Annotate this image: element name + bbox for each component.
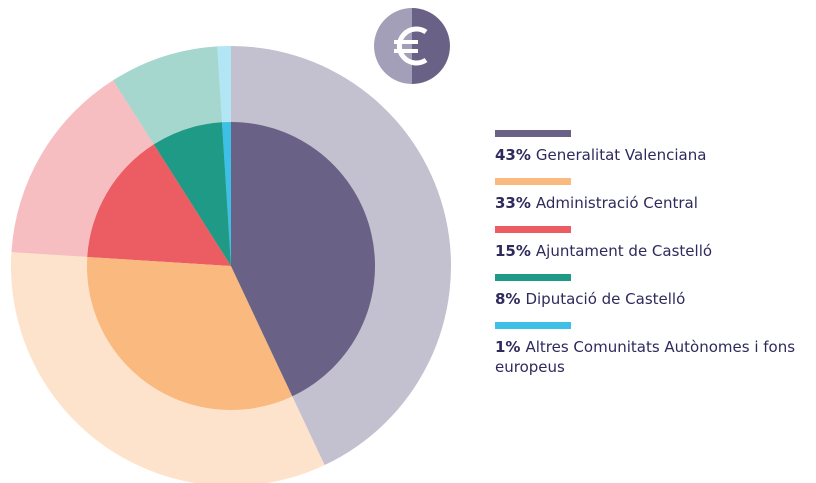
euro-icon — [374, 8, 450, 84]
slice — [87, 144, 231, 266]
legend-percent: 15% — [495, 242, 531, 260]
legend-label: 1% Altres Comunitats Autònomes i fons eur… — [495, 337, 815, 377]
legend-percent: 1% — [495, 338, 521, 356]
legend-item: 43% Generalitat Valenciana — [495, 130, 815, 165]
legend-swatch — [495, 130, 571, 137]
legend-swatch — [495, 322, 571, 329]
legend-name: Altres Comunitats Autònomes i fons europ… — [495, 338, 796, 376]
icon-right — [412, 8, 450, 84]
legend-label: 8% Diputació de Castelló — [495, 289, 815, 309]
slice — [86, 256, 293, 411]
chart — [11, 8, 451, 483]
legend-name: Diputació de Castelló — [525, 290, 686, 308]
legend-name: Generalitat Valenciana — [535, 146, 707, 164]
legend-percent: 43% — [495, 146, 531, 164]
legend-item: 33% Administració Central — [495, 178, 815, 213]
legend-item: 8% Diputació de Castelló — [495, 274, 815, 309]
slice — [153, 122, 231, 266]
legend: 43% Generalitat Valenciana 33% Administraci… — [495, 130, 815, 390]
slice — [221, 122, 231, 266]
legend-percent: 33% — [495, 194, 531, 212]
icon-left — [374, 8, 412, 84]
legend-name: Administració Central — [535, 194, 698, 212]
legend-label: 43% Generalitat Valenciana — [495, 145, 815, 165]
slice — [231, 122, 376, 397]
legend-item: 15% Ajuntament de Castelló — [495, 226, 815, 261]
legend-label: 33% Administració Central — [495, 193, 815, 213]
legend-item: 1% Altres Comunitats Autònomes i fons eur… — [495, 322, 815, 377]
legend-label: 15% Ajuntament de Castelló — [495, 241, 815, 261]
legend-swatch — [495, 178, 571, 185]
legend-name: Ajuntament de Castelló — [535, 242, 713, 260]
euro-arc — [396, 26, 428, 66]
legend-swatch — [495, 226, 571, 233]
legend-swatch — [495, 274, 571, 281]
legend-percent: 8% — [495, 290, 521, 308]
